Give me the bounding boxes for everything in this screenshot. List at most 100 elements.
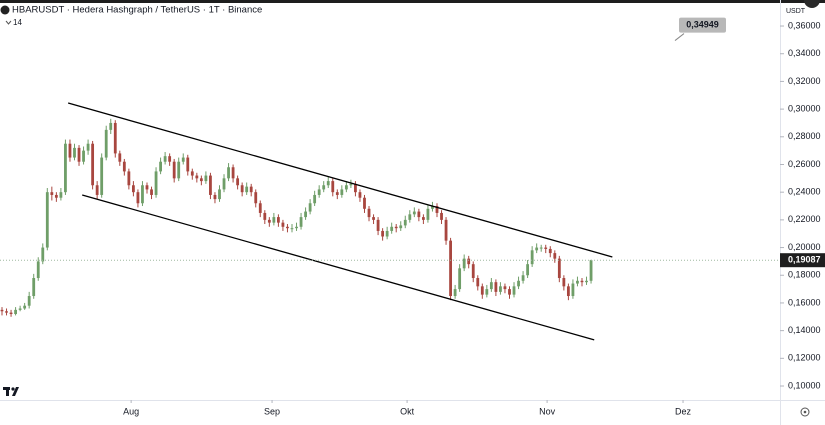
candle-body <box>363 197 366 209</box>
candle-body <box>36 261 40 279</box>
settings-icon-center <box>803 410 807 414</box>
candle-body <box>562 278 566 287</box>
candle-body <box>494 282 498 292</box>
candle-body <box>163 156 167 162</box>
candle-body <box>91 143 95 186</box>
candle-body <box>394 226 398 229</box>
candle-body <box>45 192 49 248</box>
y-tick-label: 0,28000 <box>788 131 821 141</box>
candle-body <box>181 157 185 162</box>
trend-line <box>82 194 595 341</box>
indicator-label: 14 <box>13 18 22 27</box>
top-bar <box>0 0 825 3</box>
candle-body <box>236 178 240 186</box>
candle-body <box>127 171 131 186</box>
candle-body <box>344 185 348 190</box>
y-tick-label: 0,10000 <box>788 380 821 390</box>
candle-body <box>544 247 548 249</box>
candle-body <box>154 171 158 195</box>
candle-body <box>82 150 85 162</box>
candle-body <box>313 194 317 204</box>
candle-body <box>290 228 294 230</box>
candle-body <box>73 147 76 158</box>
candle-body <box>27 296 31 306</box>
candle-body <box>426 208 430 220</box>
candle-body <box>521 275 525 281</box>
candle-body <box>512 286 516 295</box>
candle-body <box>254 192 258 204</box>
candle-body <box>172 161 176 179</box>
y-tick-label: 0,12000 <box>788 353 821 363</box>
y-tick-label: 0,22000 <box>788 214 821 224</box>
candle-body <box>431 206 434 209</box>
candle-body <box>462 258 466 269</box>
candle-body <box>322 185 326 190</box>
candle-body <box>100 157 104 195</box>
y-tick-label: 0,32000 <box>788 76 821 86</box>
y-tick-label: 0,14000 <box>788 325 821 335</box>
candle-body <box>68 143 72 158</box>
candle-body <box>403 219 407 226</box>
candle-body <box>340 189 344 195</box>
candle-body <box>576 280 579 284</box>
y-tick-label: 0,20000 <box>788 242 821 252</box>
candle-body <box>276 217 280 223</box>
candle-body <box>190 171 194 176</box>
candle-body <box>399 225 403 229</box>
settings-icon[interactable] <box>800 407 810 417</box>
last-price-label: 0,19087 <box>788 255 821 265</box>
candle-body <box>408 214 412 220</box>
candle-body <box>54 194 58 198</box>
candle-body <box>412 211 416 215</box>
y-tick-label: 0,18000 <box>788 270 821 280</box>
corner-badge <box>804 0 820 8</box>
candle-body <box>458 268 462 290</box>
candle-body <box>358 192 362 198</box>
x-tick-label: Sep <box>264 406 280 416</box>
candle-body <box>227 167 230 179</box>
candle-body <box>503 286 507 290</box>
candle-body <box>267 219 271 223</box>
candle-body <box>168 156 172 162</box>
candle-body <box>50 192 54 195</box>
candle-body <box>517 280 520 287</box>
y-tick-label: 0,26000 <box>788 159 821 169</box>
candle-body <box>41 247 45 262</box>
collapse-icon[interactable] <box>5 20 12 25</box>
x-tick-label: Okt <box>400 406 415 416</box>
candle-body <box>231 167 235 179</box>
y-tick-label: 0,36000 <box>788 20 821 30</box>
candle-body <box>118 153 122 162</box>
candle-body <box>372 217 375 220</box>
plot <box>0 102 613 341</box>
candle-body <box>281 222 285 227</box>
candle-body <box>385 230 389 237</box>
candle-body <box>331 181 335 193</box>
candle-body <box>199 178 203 182</box>
y-tick-label: 0,34000 <box>788 48 821 58</box>
candle-body <box>145 185 149 190</box>
candle-body <box>59 192 63 198</box>
annotation-box <box>679 17 726 33</box>
candle-body <box>131 185 135 193</box>
candle-body <box>295 226 298 229</box>
candle-body <box>485 289 489 295</box>
candle-body <box>86 143 90 151</box>
candle-body <box>354 183 357 193</box>
candle-body <box>480 286 484 295</box>
candle-body <box>299 217 303 227</box>
candle-body <box>95 185 99 195</box>
candle-body <box>326 181 330 186</box>
candle-body <box>557 258 561 279</box>
candle-body <box>539 247 543 249</box>
candle-body <box>580 280 584 283</box>
candle-body <box>566 286 570 297</box>
candle-body <box>571 283 575 297</box>
tv-logo <box>3 387 19 396</box>
annotation-label: 0,34949 <box>686 19 719 29</box>
candle-body <box>159 161 162 172</box>
annotation-leader <box>674 33 685 41</box>
candle-body <box>476 278 480 287</box>
